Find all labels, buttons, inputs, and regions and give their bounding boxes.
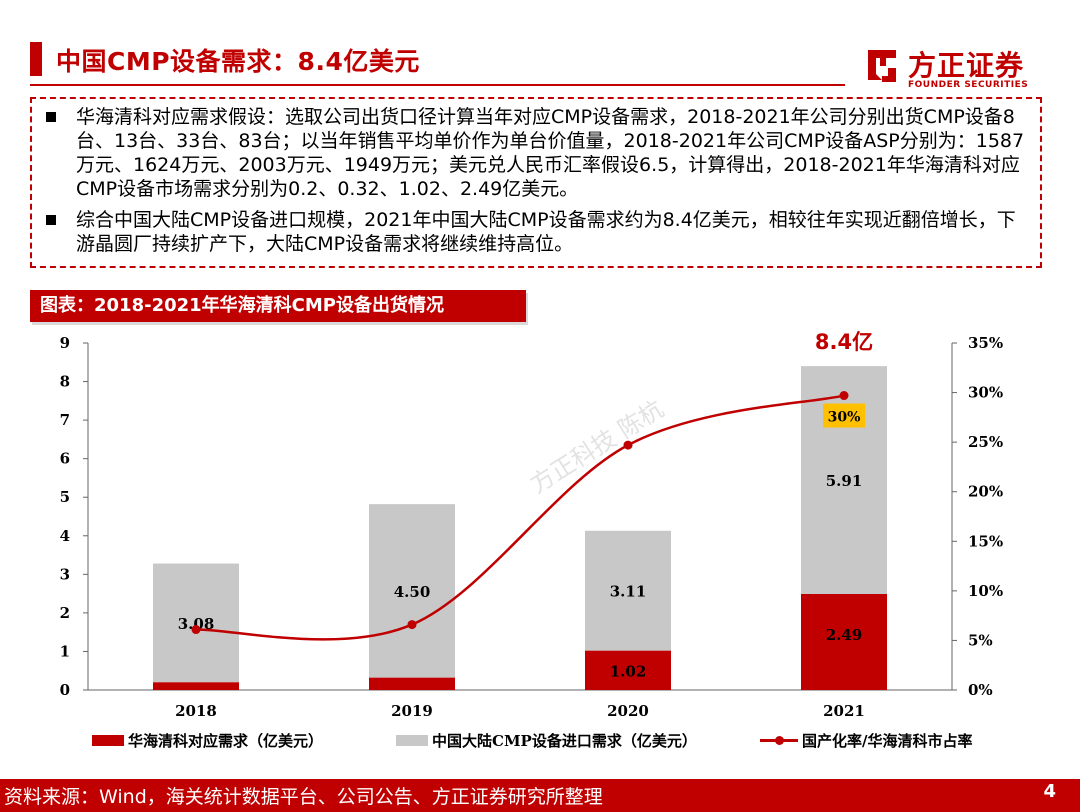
bar-hwqk-demand [153, 682, 239, 690]
logo-text: 方正证券 [908, 49, 1025, 82]
page-number: 4 [1043, 781, 1056, 802]
legend-line-marker-icon [760, 735, 798, 746]
y-tick-label: 0 [60, 681, 70, 699]
title-divider [30, 84, 845, 86]
x-tick-label: 2019 [391, 702, 433, 720]
bullet-item: 综合中国大陆CMP设备进口规模，2021年中国大陆CMP设备需求约为8.4亿美元… [46, 208, 1030, 256]
bullet-text: 综合中国大陆CMP设备进口规模，2021年中国大陆CMP设备需求约为8.4亿美元… [76, 209, 1016, 255]
y2-tick-label: 10% [968, 582, 1003, 600]
y-tick-label: 7 [60, 411, 70, 429]
legend-label: 国产化率/华海清科市占率 [802, 732, 973, 750]
localization-rate-point [191, 625, 201, 635]
y-tick-label: 3 [60, 565, 70, 583]
source-note: 资料来源：Wind，海关统计数据平台、公司公告、方正证券研究所整理 [4, 786, 603, 808]
founder-securities-logo: 方正证券 FOUNDER SECURITIES [862, 44, 1040, 94]
title-accent-bar [30, 42, 42, 76]
y2-tick-label: 25% [968, 433, 1003, 451]
figure-label: 图表：2018-2021年华海清科CMP设备出货情况 [30, 290, 526, 322]
data-label-hwqk: 1.02 [610, 662, 647, 680]
legend-item-import-demand: 中国大陆CMP设备进口需求（亿美元） [396, 730, 697, 751]
data-label-import: 4.50 [394, 583, 431, 601]
bullet-square-icon [46, 112, 56, 122]
bar-hwqk-demand [369, 677, 455, 690]
bullet-square-icon [46, 215, 56, 225]
data-label-import: 5.91 [826, 472, 863, 490]
legend-swatch-gray [396, 735, 428, 746]
footer-bar: 资料来源：Wind，海关统计数据平台、公司公告、方正证券研究所整理 4 [0, 779, 1080, 812]
legend-label: 中国大陆CMP设备进口需求（亿美元） [432, 732, 697, 750]
y2-tick-label: 5% [968, 631, 993, 649]
logo-subtext: FOUNDER SECURITIES [908, 80, 1029, 90]
x-tick-label: 2018 [175, 702, 217, 720]
legend-swatch-red [92, 735, 124, 746]
bar-import-demand [585, 530, 671, 651]
y-tick-label: 6 [60, 450, 70, 468]
localization-rate-point [623, 440, 633, 450]
y2-tick-label: 0% [968, 681, 993, 699]
founder-logo-icon [868, 50, 896, 82]
data-label-import: 3.08 [178, 615, 215, 633]
total-2021-annotation: 8.4亿 [815, 330, 873, 354]
cmp-demand-chart: 0 1 2 3 4 5 6 7 8 9 0% 5% 10% 15% 20% 25% 30% 35% 2018 2019… [60, 330, 1004, 720]
page-title: 中国CMP设备需求：8.4亿美元 [56, 47, 420, 76]
bar-hwqk-demand [801, 593, 887, 690]
localization-rate-point [407, 620, 417, 630]
y2-tick-label: 35% [968, 334, 1003, 352]
y-tick-label: 1 [60, 642, 70, 660]
data-label-hwqk: 2.49 [826, 626, 863, 644]
localization-rate-point [839, 391, 849, 401]
y2-tick-label: 30% [968, 384, 1003, 402]
assumption-textbox: 华海清科对应需求假设：选取公司出货口径计算当年对应CMP设备需求，2018-20… [30, 97, 1042, 268]
bullet-text: 华海清科对应需求假设：选取公司出货口径计算当年对应CMP设备需求，2018-20… [76, 106, 1025, 200]
y2-tick-label: 20% [968, 483, 1003, 501]
x-tick-label: 2020 [607, 702, 649, 720]
y-tick-label: 2 [60, 604, 70, 622]
y2-tick-label: 15% [968, 532, 1003, 550]
x-tick-label: 2021 [823, 702, 865, 720]
localization-rate-line [195, 394, 845, 641]
y-tick-label: 4 [60, 527, 70, 545]
bullet-item: 华海清科对应需求假设：选取公司出货口径计算当年对应CMP设备需求，2018-20… [46, 105, 1030, 201]
y-tick-label: 8 [60, 373, 70, 391]
bar-import-demand [153, 563, 239, 683]
bar-hwqk-demand [585, 650, 671, 690]
legend-label: 华海清科对应需求（亿美元） [128, 732, 324, 750]
y-tick-label: 9 [60, 334, 70, 352]
y-tick-label: 5 [60, 488, 70, 506]
data-label-import: 3.11 [610, 583, 647, 601]
bar-import-demand [369, 504, 455, 678]
legend-item-hwqk-demand: 华海清科对应需求（亿美元） [92, 730, 323, 751]
share-2021-label: 30% [828, 410, 861, 426]
legend-item-localization-rate: 国产化率/华海清科市占率 [760, 730, 972, 751]
share-2021-badge [823, 403, 865, 428]
